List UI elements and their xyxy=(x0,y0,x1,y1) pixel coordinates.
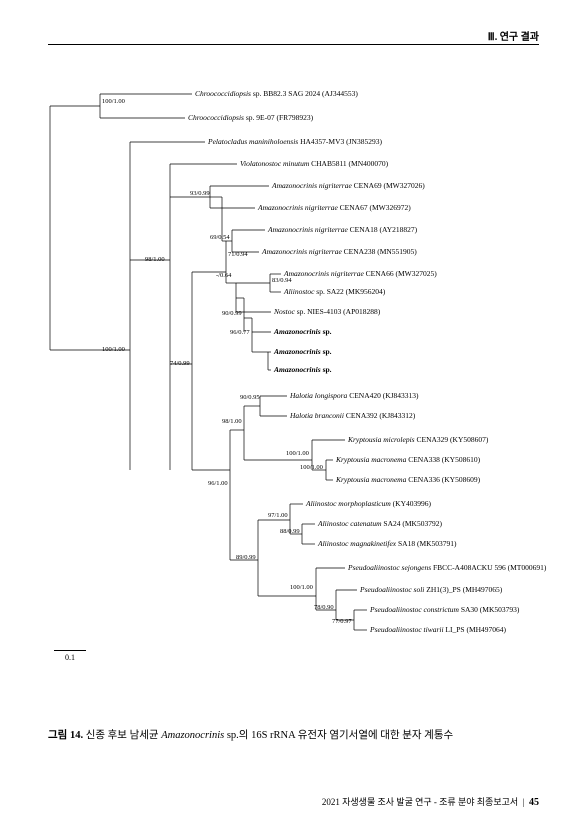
support-value: 88/0.99 xyxy=(280,528,300,535)
caption-post: sp.의 16S rRNA 유전자 염기서열에 대한 분자 계통수 xyxy=(224,730,453,741)
taxon-label: Amazonocrinis sp. xyxy=(274,327,332,336)
support-value: 77/0.97 xyxy=(332,618,352,625)
support-value: 100/1.00 xyxy=(300,464,323,471)
support-value: 78/0.90 xyxy=(314,604,334,611)
taxon-label: Amazonocrinis nigriterrae CENA66 (MW3270… xyxy=(284,269,437,278)
support-value: 83/0.94 xyxy=(272,277,292,284)
support-value: 90/0.95 xyxy=(240,394,260,401)
taxon-label: Pseudoaliinostoc constrictum SA30 (MK503… xyxy=(370,605,519,614)
taxon-label: Pseudoaliinostoc tiwarii LI_PS (MH497064… xyxy=(370,625,506,634)
caption-species: Amazonocrinis xyxy=(161,730,224,741)
taxon-label: Halotia longispora CENA420 (KJ843313) xyxy=(290,391,419,400)
support-value: 74/0.99 xyxy=(170,360,190,367)
taxon-label: Amazonocrinis nigriterrae CENA69 (MW3270… xyxy=(272,181,425,190)
support-value: 96/0.77 xyxy=(230,329,250,336)
support-value: 93/0.99 xyxy=(190,190,210,197)
page: Ⅲ. 연구 결과 Chroococcidiopsis sp. BB82.3 SA… xyxy=(0,0,587,830)
support-value: 90/0.99 xyxy=(222,310,242,317)
support-value: 69/0.54 xyxy=(210,234,230,241)
taxon-label: Chroococcidiopsis sp. 9E-07 (FR798923) xyxy=(188,113,313,122)
phylo-tree: Chroococcidiopsis sp. BB82.3 SAG 2024 (A… xyxy=(40,80,550,700)
taxon-label: Kryptousia microlepis CENA329 (KY508607) xyxy=(348,435,488,444)
taxon-label: Chroococcidiopsis sp. BB82.3 SAG 2024 (A… xyxy=(195,89,358,98)
figure-caption: 그림 14. 신종 후보 남세균 Amazonocrinis sp.의 16S … xyxy=(48,728,539,745)
taxon-label: Kryptousia macronema CENA336 (KY508609) xyxy=(336,475,480,484)
support-value: 100/1.00 xyxy=(102,98,125,105)
support-value: 100/1.00 xyxy=(286,450,309,457)
header-section: Ⅲ. 연구 결과 xyxy=(488,28,539,43)
taxon-label: Aliinostoc sp. SA22 (MK956204) xyxy=(284,287,385,296)
taxon-label: Amazonocrinis nigriterrae CENA18 (AY2188… xyxy=(268,225,417,234)
taxon-label: Pseudoaliinostoc sejongens FBCC-A408ACKU… xyxy=(348,563,546,572)
support-value: -/0.64 xyxy=(216,272,231,279)
support-value: 97/1.00 xyxy=(268,512,288,519)
footer-text: 2021 자생생물 조사 발굴 연구 - 조류 분야 최종보고서 xyxy=(322,797,518,807)
caption-pre: 신종 후보 남세균 xyxy=(83,730,161,741)
taxon-label: Amazonocrinis sp. xyxy=(274,365,332,374)
figure-label: 그림 14. xyxy=(48,730,83,741)
support-value: 100/1.00 xyxy=(102,346,125,353)
taxon-label: Amazonocrinis sp. xyxy=(274,347,332,356)
taxon-label: Pseudoaliinostoc soli ZH1(3)_PS (MH49706… xyxy=(360,585,502,594)
header-rule xyxy=(48,44,539,45)
taxon-label: Nostoc sp. NIES-4103 (AP018288) xyxy=(274,307,380,316)
taxon-label: Violatonostoc minutum CHAB5811 (MN400070… xyxy=(240,159,388,168)
support-value: 100/1.00 xyxy=(290,584,313,591)
taxon-label: Pelatocladus maniniholoensis HA4357-MV3 … xyxy=(208,137,382,146)
taxon-label: Aliinostoc morphoplasticum (KY403996) xyxy=(306,499,431,508)
scale-bar: 0.1 xyxy=(54,650,86,662)
footer-sep: | xyxy=(523,797,525,807)
support-value: 98/1.00 xyxy=(145,256,165,263)
taxon-label: Amazonocrinis nigriterrae CENA238 (MN551… xyxy=(262,247,417,256)
scale-value: 0.1 xyxy=(54,653,86,662)
taxon-label: Amazonocrinis nigriterrae CENA67 (MW3269… xyxy=(258,203,411,212)
support-value: 96/1.00 xyxy=(208,480,228,487)
taxon-label: Aliinostoc catenatum SA24 (MK503792) xyxy=(318,519,442,528)
support-value: 71/0.94 xyxy=(228,251,248,258)
page-number: 45 xyxy=(529,797,539,808)
scale-line xyxy=(54,650,86,651)
footer: 2021 자생생물 조사 발굴 연구 - 조류 분야 최종보고서 | 45 xyxy=(322,795,539,808)
support-value: 89/0.99 xyxy=(236,554,256,561)
taxon-label: Kryptousia macronema CENA338 (KY508610) xyxy=(336,455,480,464)
taxon-label: Halotia branconii CENA392 (KJ843312) xyxy=(290,411,415,420)
taxon-label: Aliinostoc magnakinetifex SA18 (MK503791… xyxy=(318,539,457,548)
support-value: 98/1.00 xyxy=(222,418,242,425)
